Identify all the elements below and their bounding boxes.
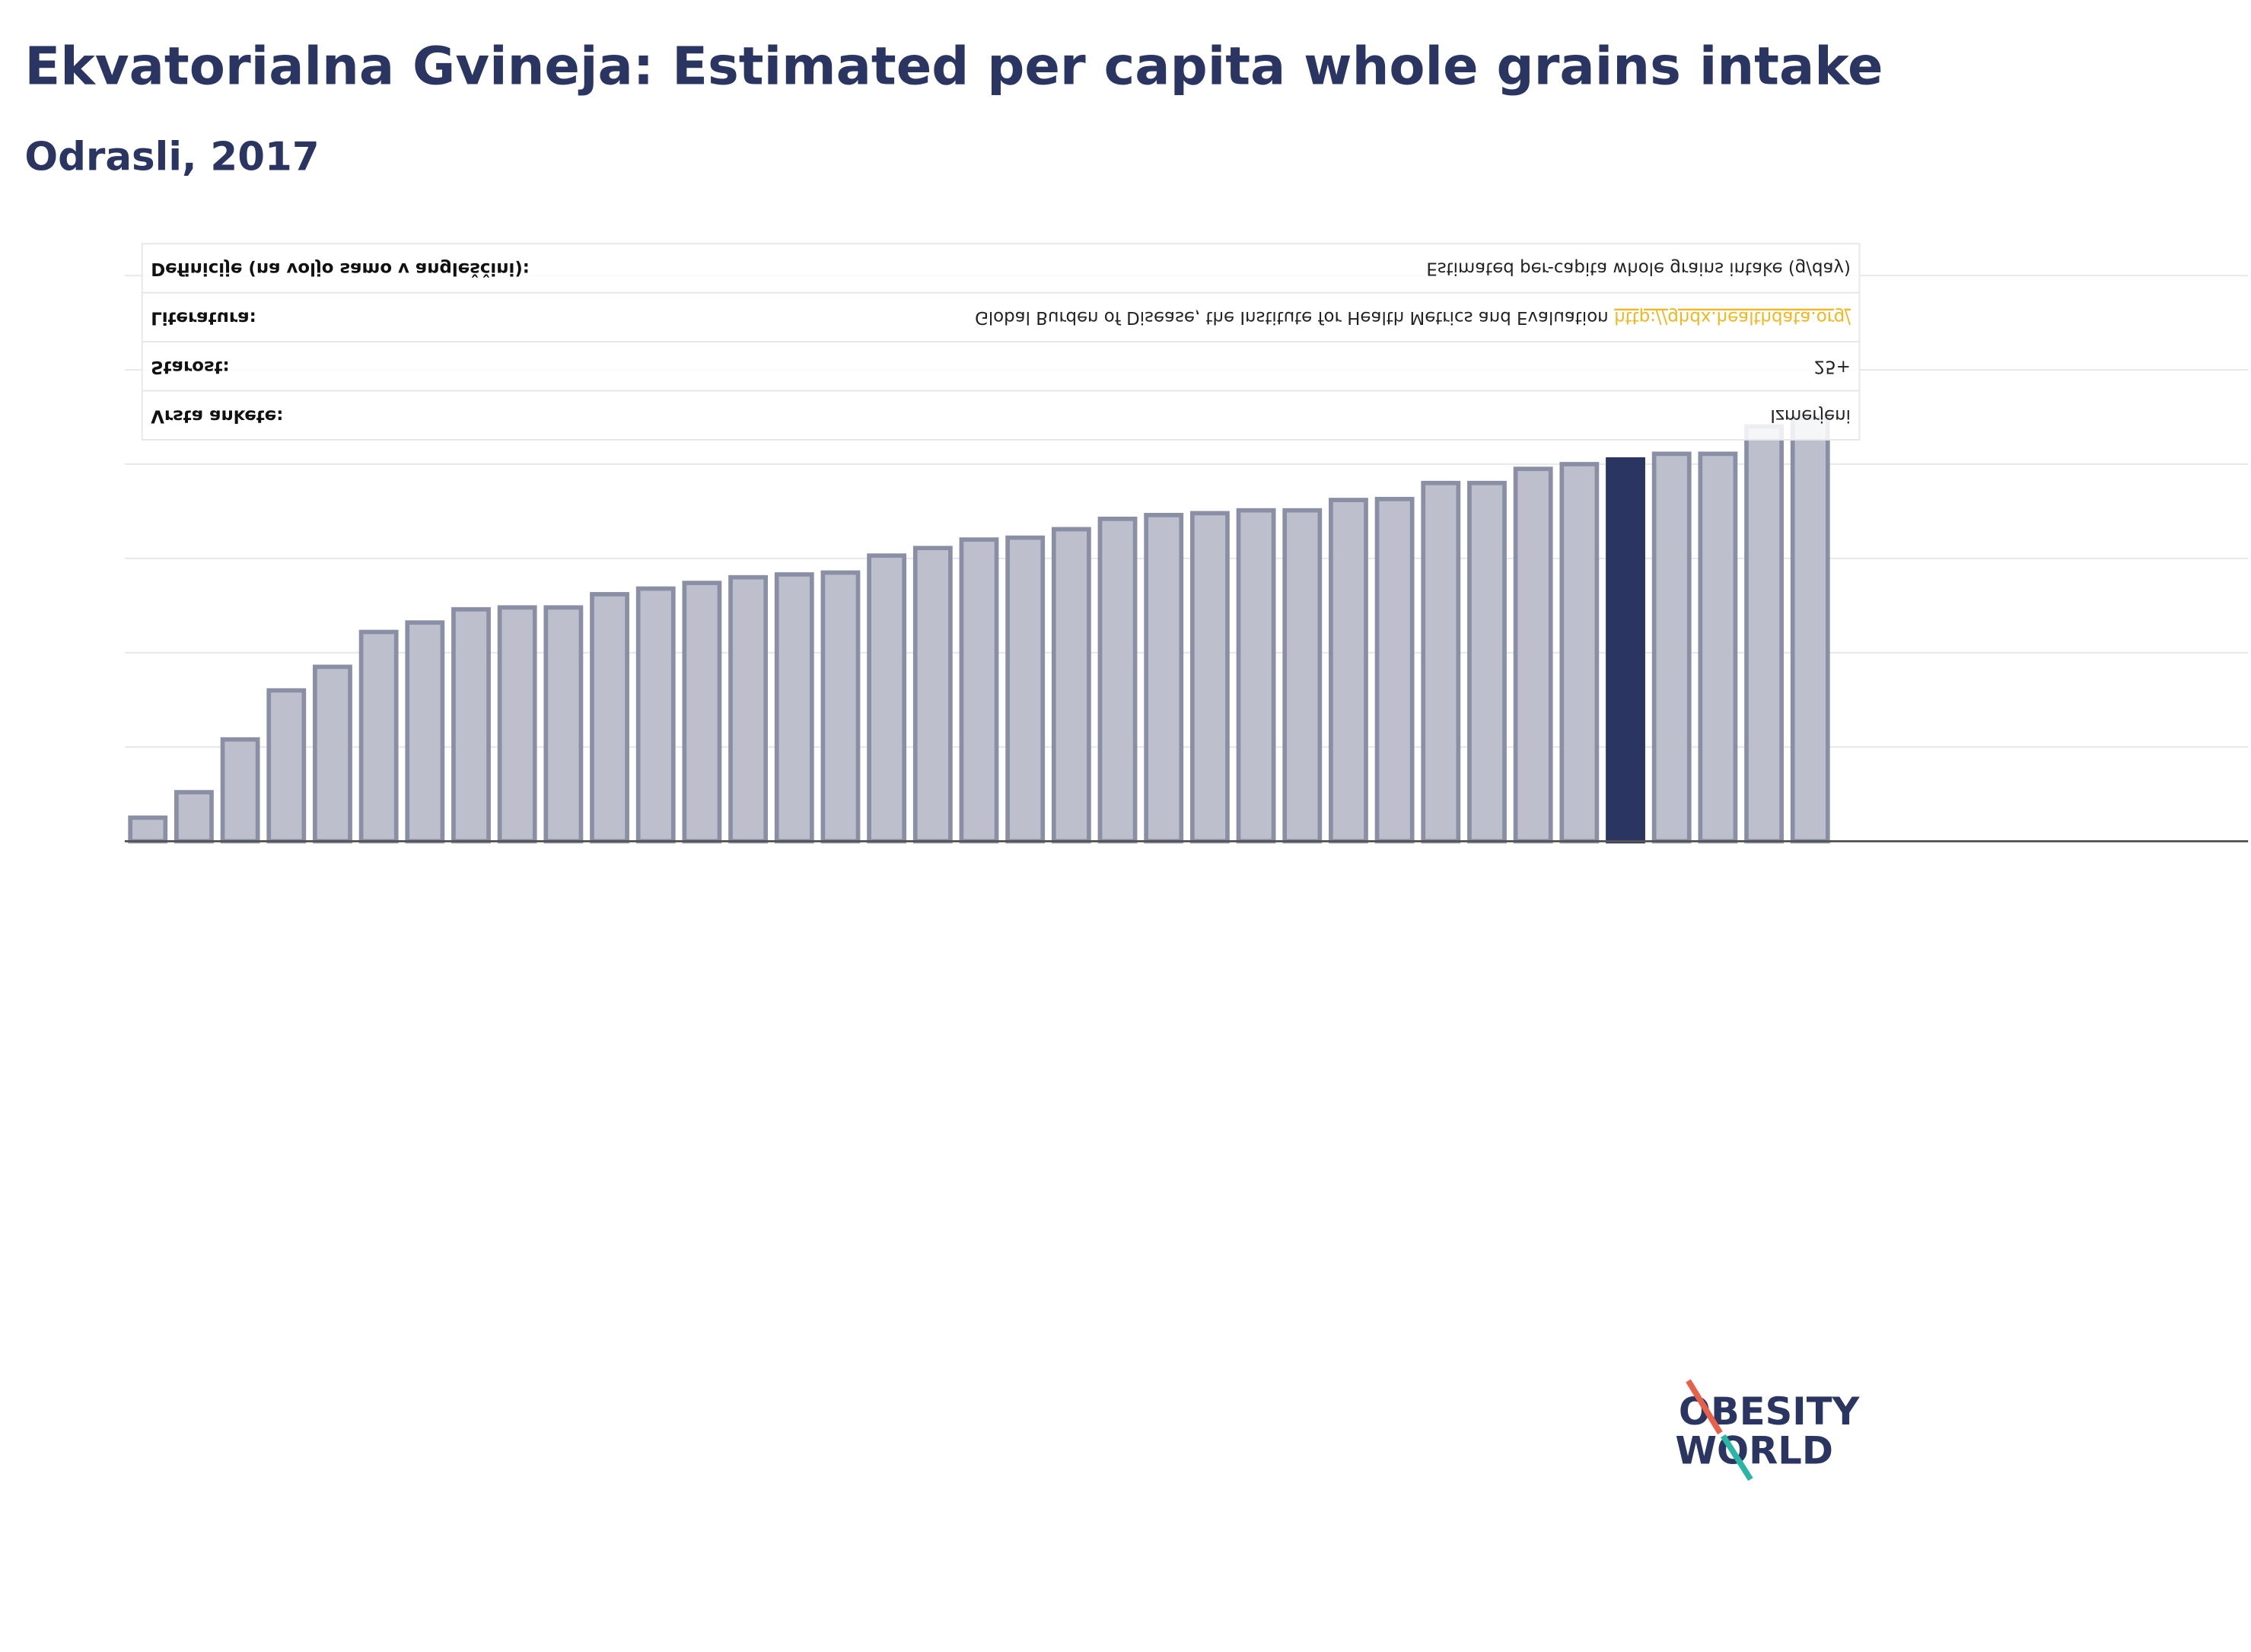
bar — [543, 605, 584, 844]
table-row — [141, 390, 1861, 441]
bar — [959, 537, 999, 844]
bar — [820, 570, 861, 844]
table-row — [141, 243, 1861, 294]
bar — [220, 737, 260, 844]
bar — [867, 553, 907, 844]
bar — [1790, 415, 1830, 844]
table-row-text: Literatura: Global Burden of Disease, the… — [151, 307, 1851, 327]
table-label: Definicije (na voljo samo v angleščini): — [151, 259, 530, 279]
chart-subtitle: Odrasli, 2017 — [24, 135, 319, 180]
table-label: Vrsta ankete: — [151, 406, 283, 425]
bar — [1467, 480, 1507, 844]
table-row — [141, 341, 1861, 392]
bar — [1421, 480, 1461, 844]
bar — [313, 664, 352, 844]
bar — [358, 629, 399, 844]
bar — [1189, 511, 1230, 844]
bar — [1005, 535, 1046, 844]
bar — [128, 815, 168, 844]
table-row — [141, 291, 1861, 343]
bar — [1097, 516, 1138, 844]
logo-slash — [1686, 1379, 1723, 1435]
bar — [451, 606, 491, 844]
table-label: Starost: — [151, 357, 229, 377]
table-value: 25+ — [1814, 357, 1851, 377]
bar — [635, 586, 676, 844]
table-row-text: Vrsta ankete: Izmerjeni — [151, 406, 1851, 425]
bar — [1374, 496, 1415, 844]
table-value-text: Izmerjeni — [1770, 406, 1851, 425]
table-value-text: 25+ — [1814, 357, 1851, 377]
bar — [1513, 466, 1553, 844]
bar — [1606, 457, 1645, 844]
bar — [405, 620, 445, 844]
table-value: Estimated per-capita whole grains intake… — [1426, 259, 1851, 279]
table-value-text: Estimated per-capita whole grains intake… — [1426, 259, 1851, 279]
table-row-text: Starost: 25+ — [151, 357, 1851, 377]
logo-text: WORLD — [1675, 1428, 1833, 1472]
bar — [912, 546, 953, 844]
table-row-text: Definicije (na voljo samo v angleščini):… — [151, 259, 1851, 279]
table-value: Izmerjeni — [1770, 406, 1851, 425]
bar — [1651, 451, 1692, 844]
bar — [1559, 462, 1600, 844]
bar — [1051, 527, 1091, 844]
logo: OBESITY WORLD — [1675, 1379, 1861, 1482]
bar — [1236, 508, 1276, 844]
bar — [1144, 513, 1184, 844]
table-value-text: Global Burden of Disease, the Institute … — [975, 307, 1609, 327]
logo-slash — [1721, 1434, 1753, 1482]
bar — [1329, 498, 1368, 844]
table-value: Global Burden of Disease, the Institute … — [975, 307, 1851, 327]
bar — [1698, 451, 1738, 844]
bar — [1744, 424, 1784, 844]
bar — [1282, 508, 1323, 844]
bar — [774, 572, 814, 844]
bar — [174, 790, 214, 844]
table-label: Literatura: — [151, 307, 256, 327]
bar — [728, 575, 769, 844]
bar — [497, 605, 537, 844]
table-link: http://ghdx.healthdata.org/ — [1614, 307, 1851, 327]
chart-title: Ekvatorialna Gvineja: Estimated per capi… — [24, 37, 1883, 97]
bar — [266, 688, 307, 844]
bar — [682, 581, 722, 844]
bar — [590, 592, 629, 844]
